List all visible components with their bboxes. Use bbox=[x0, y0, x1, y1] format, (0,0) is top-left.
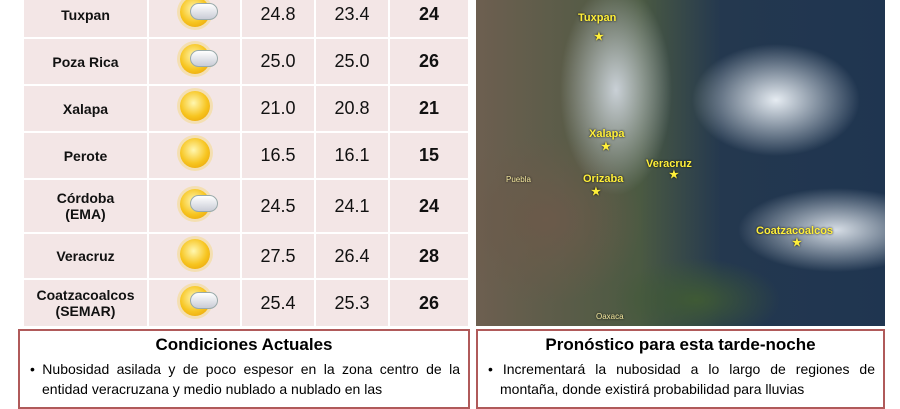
value-2: 25.3 bbox=[314, 278, 390, 328]
weather-icon-cell bbox=[147, 131, 242, 180]
station-name: Córdoba (EMA) bbox=[22, 178, 149, 234]
value-1: 21.0 bbox=[240, 84, 316, 133]
value-3: 28 bbox=[388, 232, 470, 280]
partly-cloudy-icon bbox=[179, 44, 218, 74]
value-2: 16.1 bbox=[314, 131, 390, 180]
value-1: 24.8 bbox=[240, 0, 316, 39]
star-icon: ★ bbox=[792, 237, 802, 249]
value-2: 26.4 bbox=[314, 232, 390, 280]
station-sublabel: (EMA) bbox=[65, 206, 106, 222]
station-label: Perote bbox=[63, 147, 108, 164]
station-label: Xalapa bbox=[62, 100, 109, 117]
value-1: 25.0 bbox=[240, 37, 316, 86]
station-label: Veracruz bbox=[56, 248, 115, 264]
star-icon: ★ bbox=[669, 169, 679, 181]
sunny-icon bbox=[179, 238, 210, 269]
weather-table: Tuxpan 24.8 23.4 24 Poza Rica 25.0 25.0 2… bbox=[22, 0, 470, 328]
map-label-coatzacoalcos: Coatzacoalcos bbox=[756, 225, 834, 237]
value-2: 20.8 bbox=[314, 84, 390, 133]
current-conditions-panel: Condiciones Actuales • Nubosidad asilada… bbox=[18, 329, 470, 409]
weather-icon-cell bbox=[147, 37, 242, 86]
current-conditions-title: Condiciones Actuales bbox=[155, 335, 333, 354]
value-2: 23.4 bbox=[314, 0, 390, 39]
table-row: Coatzacoalcos (SEMAR) 25.4 25.3 26 bbox=[22, 278, 470, 328]
forecast-panel: Pronóstico para esta tarde-noche • Incre… bbox=[476, 329, 885, 409]
station-label: Coatzacoalcos bbox=[36, 287, 135, 303]
map-label-puebla: Puebla bbox=[506, 175, 531, 184]
value-3: 24 bbox=[388, 178, 470, 234]
map-label-orizaba: Orizaba bbox=[583, 173, 624, 185]
table-row: Perote 16.5 16.1 15 bbox=[22, 131, 470, 180]
map-label-tuxpan: Tuxpan bbox=[578, 12, 617, 24]
station-name: Xalapa bbox=[22, 84, 149, 133]
value-1: 25.4 bbox=[240, 278, 316, 328]
table-row: Veracruz 27.5 26.4 28 bbox=[22, 232, 470, 280]
map-label-veracruz: Veracruz bbox=[646, 158, 692, 170]
forecast-title: Pronóstico para esta tarde-noche bbox=[545, 335, 816, 354]
value-2: 25.0 bbox=[314, 37, 390, 86]
station-name: Coatzacoalcos (SEMAR) bbox=[22, 278, 149, 328]
station-name: Veracruz bbox=[22, 232, 149, 280]
value-1: 16.5 bbox=[240, 131, 316, 180]
star-icon: ★ bbox=[594, 31, 604, 43]
sunny-icon bbox=[179, 91, 210, 121]
station-label: Córdoba bbox=[56, 190, 115, 206]
weather-icon-cell bbox=[147, 0, 242, 39]
table-row: Tuxpan 24.8 23.4 24 bbox=[22, 0, 470, 39]
station-name: Poza Rica bbox=[22, 37, 149, 86]
value-3: 26 bbox=[388, 278, 470, 328]
value-3: 15 bbox=[388, 131, 470, 180]
station-sublabel: (SEMAR) bbox=[55, 303, 116, 319]
station-name: Perote bbox=[22, 131, 149, 180]
weather-icon-cell bbox=[147, 178, 242, 234]
satellite-map: Tuxpan ★ Xalapa ★ Veracruz ★ Orizaba ★ C… bbox=[476, 0, 885, 326]
value-3: 26 bbox=[388, 37, 470, 86]
weather-icon-cell bbox=[147, 84, 242, 133]
station-label: Poza Rica bbox=[52, 53, 119, 70]
partly-cloudy-icon bbox=[179, 285, 218, 316]
table-row: Córdoba (EMA) 24.5 24.1 24 bbox=[22, 178, 470, 234]
sunny-icon bbox=[179, 138, 210, 168]
map-label-oaxaca: Oaxaca bbox=[596, 312, 624, 321]
weather-icon-cell bbox=[147, 232, 242, 280]
table-row: Xalapa 21.0 20.8 21 bbox=[22, 84, 470, 133]
current-conditions-text: • Nubosidad asilada y de poco espesor en… bbox=[30, 361, 460, 397]
value-2: 24.1 bbox=[314, 178, 390, 234]
value-3: 24 bbox=[388, 0, 470, 39]
weather-icon-cell bbox=[147, 278, 242, 328]
partly-cloudy-icon bbox=[179, 188, 218, 219]
partly-cloudy-icon bbox=[179, 0, 218, 27]
station-label: Tuxpan bbox=[61, 6, 110, 23]
table-row: Poza Rica 25.0 25.0 26 bbox=[22, 37, 470, 86]
value-1: 24.5 bbox=[240, 178, 316, 234]
star-icon: ★ bbox=[601, 141, 611, 153]
station-name: Tuxpan bbox=[22, 0, 149, 39]
forecast-text: • Incrementará la nubosidad a lo largo d… bbox=[488, 361, 875, 397]
map-label-xalapa: Xalapa bbox=[589, 128, 625, 140]
star-icon: ★ bbox=[591, 186, 601, 198]
value-1: 27.5 bbox=[240, 232, 316, 280]
value-3: 21 bbox=[388, 84, 470, 133]
